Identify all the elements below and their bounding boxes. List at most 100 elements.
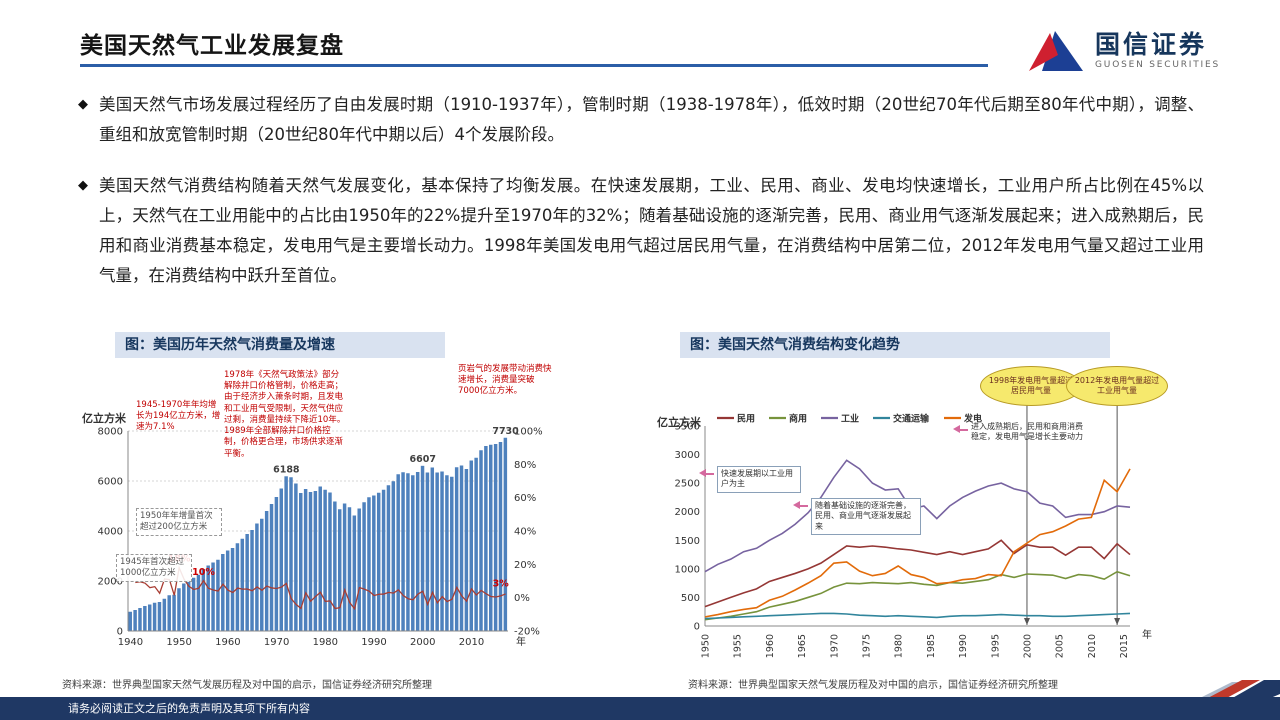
consumption-chart-panel: 图：美国历年天然气消费量及增速 0 2000 4000 6000 8000 -20% 0% 2… [60,326,560,676]
logo-name-en: GUOSEN SECURITIES [1095,60,1220,70]
footer-bar: 请务必阅读正文之后的免责声明及其项下所有内容 [0,697,1280,720]
series-line-交通运输 [704,612,1131,620]
structure-chart-title: 图：美国天然气消费结构变化趋势 [680,332,1110,358]
svg-text:2000: 2000 [98,577,123,588]
svg-text:1980: 1980 [894,634,905,658]
svg-text:1960: 1960 [765,634,776,658]
annotation-shale-gas: 页岩气的发展带动消费快速增长，消费量突破7000亿立方米。 [458,364,552,397]
annotation-mature-stage: 进入成熟期后，民用和商用消费稳定，发电用气是增长主要动力 [953,422,1087,443]
svg-text:100%: 100% [514,427,543,438]
svg-text:年: 年 [1142,628,1152,641]
svg-text:0: 0 [117,627,123,638]
svg-text:年: 年 [516,635,526,648]
bullet-item: ◆ 美国天然气市场发展过程经历了自由发展时期（1910-1937年），管制时期（… [78,90,1204,150]
pink-arrow-icon [793,501,808,510]
svg-text:工业: 工业 [841,413,859,425]
svg-text:1940: 1940 [118,637,143,648]
consumption-chart: 0 2000 4000 6000 8000 -20% 0% 20% 40% 60% 80% 100% 1… [60,396,560,670]
page-title: 美国天然气工业发展复盘 [80,33,344,59]
svg-text:2010: 2010 [1087,634,1098,658]
diamond-bullet-icon: ◆ [78,97,88,112]
svg-text:1990: 1990 [361,637,386,648]
svg-text:交通运输: 交通运输 [893,413,930,425]
svg-text:发电: 发电 [963,413,982,425]
structure-chart: 0 500 1000 1500 2000 2500 3000 3500 1950 1955 1960… [655,396,1175,690]
svg-text:3500: 3500 [675,422,700,433]
callout-1945: 1945年首次超过1000亿立方米 [116,554,192,583]
annotation-text: 进入成熟期后，民用和商用消费稳定，发电用气是增长主要动力 [971,422,1083,442]
svg-text:1965: 1965 [797,634,808,658]
callout-1950: 1950年年增量首次超过200亿立方米 [136,508,222,537]
svg-text:4000: 4000 [98,527,123,538]
legend: 民用 商用 工业 交通运输 发电 [717,413,982,425]
series-line-民用 [704,539,1131,608]
pink-arrow-icon [699,469,714,478]
annotation-growth-1945-1970: 1945-1970年年均增长为194亿立方米，增速为7.1% [136,400,221,433]
svg-text:-20%: -20% [514,627,540,638]
y-axis-unit-label: 亿立方米 [657,416,701,429]
structure-chart-svg: 0 500 1000 1500 2000 2500 3000 3500 1950 1955 1960… [675,404,1152,658]
bullet-text: 美国天然气市场发展过程经历了自由发展时期（1910-1937年），管制时期（19… [99,95,1204,144]
bullet-item: ◆ 美国天然气消费结构随着天然气发展变化，基本保持了均衡发展。在快速发展期，工业… [78,171,1204,291]
svg-text:1975: 1975 [861,634,872,658]
svg-text:1970: 1970 [264,637,289,648]
consumption-chart-title: 图：美国历年天然气消费量及增速 [115,332,445,358]
svg-text:60%: 60% [514,493,536,504]
svg-text:80%: 80% [514,460,536,471]
growth-rate-line [135,565,506,611]
callout-oval-2012: 2012年发电用气量超过工业用气量 [1066,366,1168,406]
svg-text:商用: 商用 [789,413,807,425]
annotation-text: 快速发展期以工业用户为主 [717,466,801,493]
y-axis-unit-label: 亿立方米 [82,412,126,425]
source-note-left: 资料来源：世界典型国家天然气发展历程及对中国的启示，国信证券经济研究所整理 [62,680,432,691]
series-line-商用 [704,570,1131,621]
svg-text:2000: 2000 [410,637,435,648]
title-underline [80,64,988,67]
svg-text:8000: 8000 [98,427,123,438]
svg-text:2005: 2005 [1055,634,1066,658]
svg-text:0: 0 [694,622,700,633]
logo: 国信证券 GUOSEN SECURITIES [1027,28,1220,74]
annotation-policy-1978: 1978年《天然气政策法》部分解除井口价格管制，价格走高；由于经济步入萧条时期，… [224,370,346,459]
svg-text:6000: 6000 [98,477,123,488]
annotation-infrastructure: 随着基础设施的逐渐完善，民用、商业用气逐渐发展起来 [793,498,921,536]
svg-text:0%: 0% [514,593,530,604]
consumption-chart-svg: 0 2000 4000 6000 8000 -20% 0% 20% 40% 60% 80% 100% 1… [98,426,543,648]
annotation-rapid-stage: 快速发展期以工业用户为主 [699,466,801,493]
source-note-right: 资料来源：世界典型国家天然气发展历程及对中国的启示，国信证券经济研究所整理 [688,680,1058,691]
svg-text:3000: 3000 [675,450,700,461]
svg-text:20%: 20% [514,560,536,571]
annotation-text: 随着基础设施的逐渐完善，民用、商业用气逐渐发展起来 [811,498,921,536]
diamond-bullet-icon: ◆ [78,178,88,193]
svg-text:1960: 1960 [215,637,240,648]
svg-text:7730: 7730 [492,426,519,437]
consumption-bars [128,437,508,631]
svg-text:40%: 40% [514,527,536,538]
svg-text:1950: 1950 [701,634,712,658]
disclaimer-text: 请务必阅读正文之后的免责声明及其项下所有内容 [68,702,310,715]
logo-text: 国信证券 GUOSEN SECURITIES [1095,32,1220,70]
structure-chart-panel: 图：美国天然气消费结构变化趋势 0 500 1000 1500 2000 2500 3000… [655,326,1175,676]
svg-text:1000: 1000 [675,564,700,575]
svg-text:3%: 3% [493,579,510,590]
svg-text:民用: 民用 [737,414,755,425]
logo-name-cn: 国信证券 [1095,30,1208,59]
svg-text:500: 500 [681,593,700,604]
svg-text:1980: 1980 [313,637,338,648]
svg-text:6607: 6607 [410,454,436,465]
svg-text:10%: 10% [192,567,215,578]
svg-text:1990: 1990 [958,634,969,658]
svg-text:2010: 2010 [459,637,484,648]
svg-text:6188: 6188 [273,464,300,475]
svg-text:1970: 1970 [829,634,840,658]
svg-text:1950: 1950 [166,637,191,648]
bullet-text: 美国天然气消费结构随着天然气发展变化，基本保持了均衡发展。在快速发展期，工业、民… [99,176,1204,285]
pink-arrow-icon [953,425,968,434]
svg-text:1955: 1955 [733,634,744,658]
svg-text:2015: 2015 [1119,634,1130,658]
bullet-list: ◆ 美国天然气市场发展过程经历了自由发展时期（1910-1937年），管制时期（… [78,90,1204,312]
svg-text:2500: 2500 [675,479,700,490]
svg-text:1985: 1985 [926,634,937,658]
guosen-logo-icon [1029,31,1084,71]
